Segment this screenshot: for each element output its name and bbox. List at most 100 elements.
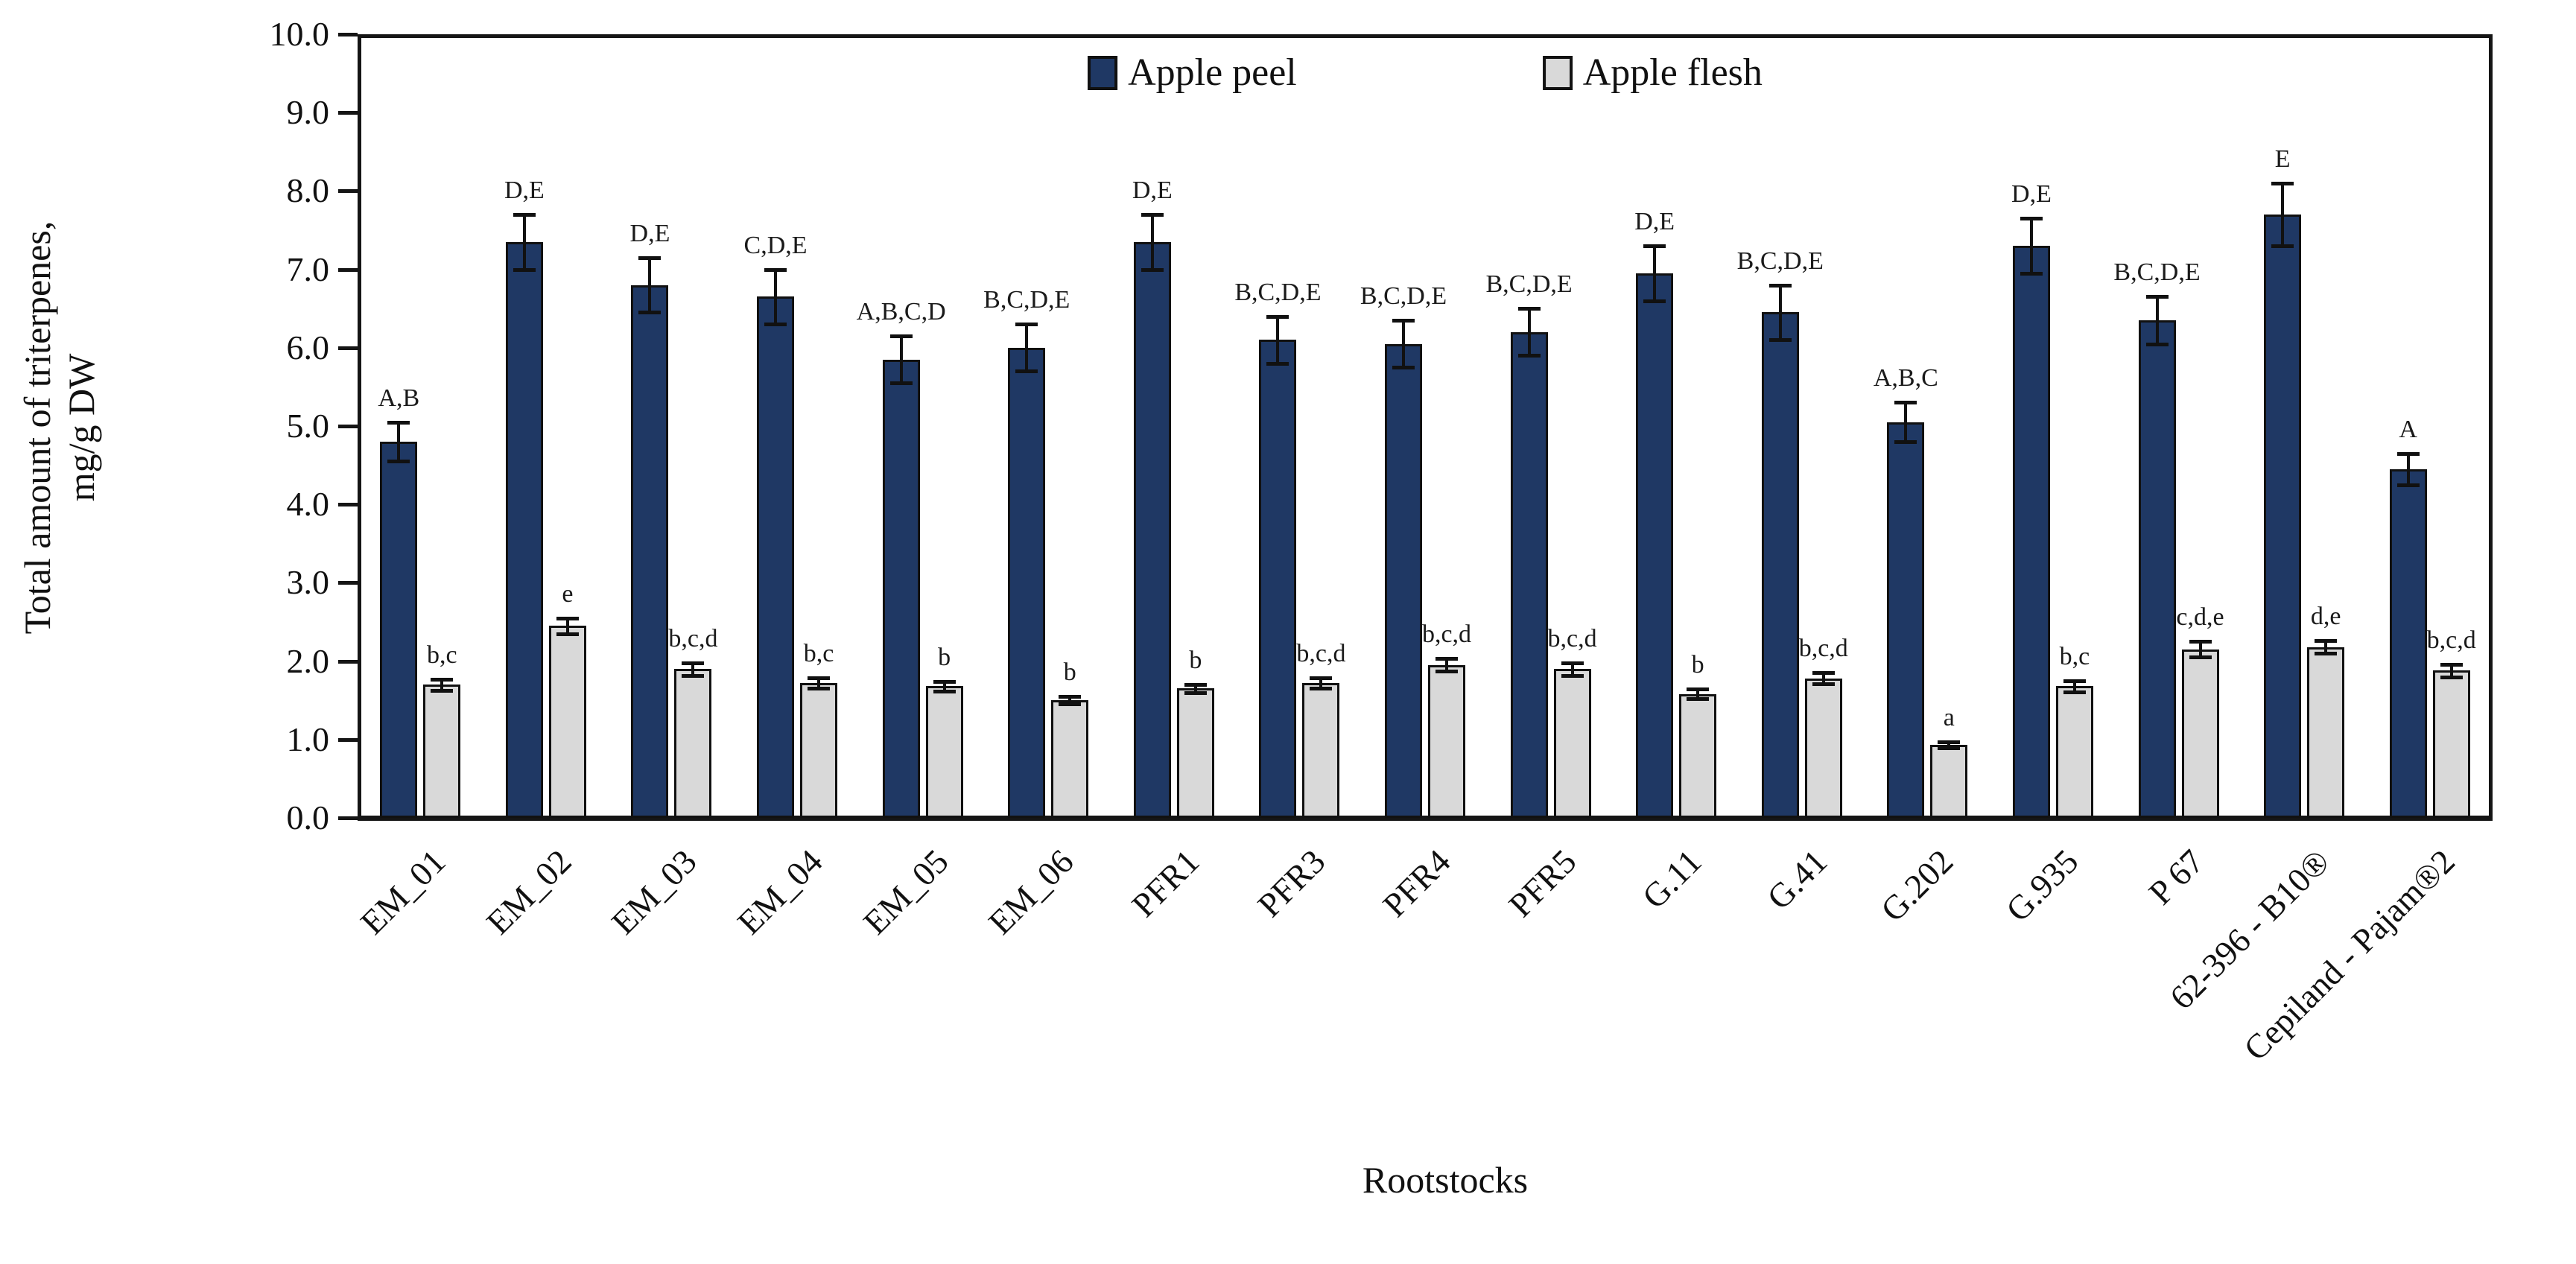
error-bar [1570, 662, 1574, 676]
x-category-label: P 67 [2141, 842, 2212, 912]
error-bar-bottom-cap [1561, 673, 1584, 678]
error-bar-top-cap [2396, 451, 2420, 456]
error-bar-top-cap [2271, 181, 2294, 185]
x-category-label: G.41 [1760, 842, 1835, 917]
error-bar-top-cap [2020, 217, 2043, 221]
significance-label: B,C,D,E [1360, 282, 1447, 310]
peel-bar [1259, 340, 1297, 818]
peel-bar [2012, 246, 2050, 818]
error-bar-top-cap [1141, 212, 1164, 217]
error-bar-top-cap [1812, 671, 1835, 676]
x-category-label: PFR3 [1249, 842, 1333, 924]
error-bar-top-cap [1310, 676, 1333, 680]
legend-item-apple-flesh: Apple flesh [1542, 51, 1763, 95]
y-tick-label: 4.0 [286, 485, 330, 524]
error-bar [1696, 689, 1700, 699]
plot-area [358, 34, 2493, 821]
error-bar [1402, 320, 1405, 368]
error-bar [1445, 658, 1448, 672]
error-bar-bottom-cap [1184, 690, 1207, 695]
significance-label: b,c,d [1421, 620, 1472, 649]
significance-label: b,c [803, 639, 834, 667]
error-bar-bottom-cap [1643, 299, 1666, 303]
error-bar-top-cap [1894, 401, 1917, 405]
x-category-label: G.935 [1999, 842, 2086, 930]
legend-item-apple-peel: Apple peel [1088, 51, 1297, 95]
legend: Apple peel Apple flesh [1088, 51, 1763, 95]
x-category-label: EM_04 [730, 842, 830, 942]
error-bar [2281, 182, 2285, 247]
significance-label: b,c,d [668, 624, 718, 652]
error-bar [2324, 641, 2328, 654]
error-bar-bottom-cap [2440, 675, 2463, 679]
error-bar-bottom-cap [1059, 702, 1082, 707]
error-bar [1025, 324, 1029, 372]
flesh-bar [674, 669, 712, 818]
significance-label: C,D,E [743, 231, 808, 259]
error-bar [1527, 308, 1531, 356]
error-bar-bottom-cap [1435, 670, 1458, 674]
error-bar-bottom-cap [764, 323, 787, 327]
peel-bar [2389, 469, 2427, 818]
peel-bar [1887, 422, 1925, 818]
error-bar [1947, 741, 1951, 749]
error-bar-top-cap [1938, 740, 1961, 744]
x-category-label: PFR1 [1124, 842, 1207, 924]
peel-bar [2264, 214, 2302, 818]
x-category-label: EM_01 [353, 842, 453, 942]
error-bar-top-cap [1687, 687, 1710, 692]
y-tick-label: 1.0 [286, 720, 330, 758]
x-category-label: EM_02 [478, 842, 579, 942]
significance-label: a [1943, 703, 1955, 731]
flesh-bar [1302, 683, 1340, 818]
y-tick-label: 6.0 [286, 328, 330, 366]
y-tick-label: 2.0 [286, 641, 330, 680]
error-bar [440, 679, 444, 690]
error-bar [2406, 453, 2410, 485]
x-category-label: EM_03 [604, 842, 705, 942]
significance-label: b,c,d [2426, 626, 2476, 654]
flesh-bar [1428, 664, 1465, 818]
error-bar-top-cap [1015, 323, 1038, 327]
error-bar-bottom-cap [682, 673, 705, 678]
error-bar-top-cap [682, 661, 705, 665]
error-bar-top-cap [2145, 295, 2169, 299]
error-bar-top-cap [1768, 283, 1792, 288]
y-tick-label: 9.0 [286, 93, 330, 132]
error-bar-bottom-cap [1768, 338, 1792, 343]
error-bar-bottom-cap [1517, 354, 1541, 358]
error-bar [2449, 664, 2453, 677]
error-bar [2198, 641, 2202, 658]
error-bar-bottom-cap [1894, 440, 1917, 445]
error-bar-bottom-cap [2396, 483, 2420, 487]
significance-label: A,B,C [1873, 364, 1938, 393]
error-bar-top-cap [431, 677, 454, 682]
flesh-bar [1051, 700, 1089, 818]
significance-label: D,E [1132, 176, 1173, 204]
peel-bar [1385, 343, 1422, 818]
error-bar-top-cap [1266, 314, 1289, 319]
peel-bar [380, 442, 418, 818]
significance-label: b,c [2059, 642, 2090, 670]
error-bar [1653, 246, 1657, 301]
significance-label: d,e [2310, 603, 2341, 631]
error-bar-top-cap [1184, 683, 1207, 687]
error-bar [1821, 673, 1825, 685]
error-bar-bottom-cap [2189, 655, 2212, 660]
y-tick-label: 7.0 [286, 250, 330, 288]
peel-bar [1133, 241, 1171, 818]
error-bar [2029, 218, 2033, 273]
error-bar-bottom-cap [431, 688, 454, 693]
error-bar-top-cap [556, 616, 579, 620]
error-bar [1904, 402, 1908, 442]
peel-bar [2138, 320, 2176, 818]
peel-bar [882, 359, 920, 818]
flesh-bar [548, 626, 586, 818]
error-bar [565, 617, 569, 634]
flesh-bar [1679, 693, 1717, 818]
error-bar-top-cap [2315, 639, 2338, 644]
flesh-bar [1930, 745, 1968, 818]
error-bar-top-cap [933, 679, 956, 684]
peel-bar [631, 285, 669, 818]
